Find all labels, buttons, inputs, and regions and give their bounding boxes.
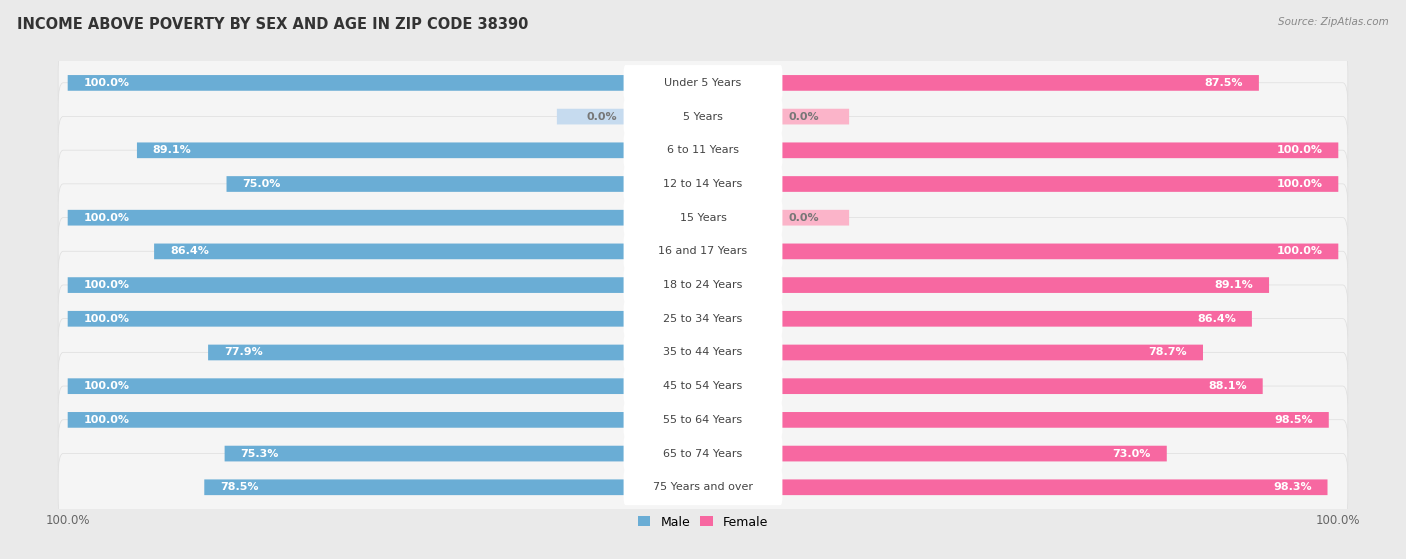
FancyBboxPatch shape	[58, 386, 1348, 454]
FancyBboxPatch shape	[58, 319, 1348, 386]
Text: 55 to 64 Years: 55 to 64 Years	[664, 415, 742, 425]
Text: 89.1%: 89.1%	[153, 145, 191, 155]
FancyBboxPatch shape	[773, 412, 1329, 428]
FancyBboxPatch shape	[58, 217, 1348, 285]
FancyBboxPatch shape	[624, 99, 782, 135]
FancyBboxPatch shape	[58, 184, 1348, 252]
FancyBboxPatch shape	[624, 301, 782, 337]
Text: 77.9%: 77.9%	[224, 348, 263, 358]
Text: 18 to 24 Years: 18 to 24 Years	[664, 280, 742, 290]
FancyBboxPatch shape	[58, 352, 1348, 420]
Text: 86.4%: 86.4%	[1197, 314, 1236, 324]
Text: 12 to 14 Years: 12 to 14 Years	[664, 179, 742, 189]
Text: 100.0%: 100.0%	[83, 280, 129, 290]
Text: 100.0%: 100.0%	[83, 78, 129, 88]
Text: 45 to 54 Years: 45 to 54 Years	[664, 381, 742, 391]
FancyBboxPatch shape	[773, 446, 1167, 461]
Text: 100.0%: 100.0%	[1277, 247, 1323, 257]
FancyBboxPatch shape	[773, 378, 1263, 394]
FancyBboxPatch shape	[58, 116, 1348, 184]
FancyBboxPatch shape	[773, 176, 1339, 192]
Text: 100.0%: 100.0%	[83, 212, 129, 222]
FancyBboxPatch shape	[773, 75, 1258, 91]
FancyBboxPatch shape	[67, 75, 633, 91]
FancyBboxPatch shape	[624, 166, 782, 202]
Text: 98.3%: 98.3%	[1272, 482, 1312, 492]
FancyBboxPatch shape	[58, 453, 1348, 521]
Text: 0.0%: 0.0%	[586, 112, 617, 122]
Text: Source: ZipAtlas.com: Source: ZipAtlas.com	[1278, 17, 1389, 27]
Text: 100.0%: 100.0%	[83, 314, 129, 324]
FancyBboxPatch shape	[773, 109, 849, 125]
FancyBboxPatch shape	[58, 251, 1348, 319]
FancyBboxPatch shape	[773, 480, 1327, 495]
Text: 100.0%: 100.0%	[1277, 179, 1323, 189]
FancyBboxPatch shape	[624, 435, 782, 471]
FancyBboxPatch shape	[624, 470, 782, 505]
FancyBboxPatch shape	[58, 49, 1348, 117]
FancyBboxPatch shape	[67, 311, 633, 326]
FancyBboxPatch shape	[773, 210, 849, 225]
Text: 87.5%: 87.5%	[1205, 78, 1243, 88]
FancyBboxPatch shape	[624, 234, 782, 269]
FancyBboxPatch shape	[773, 244, 1339, 259]
Text: 100.0%: 100.0%	[83, 415, 129, 425]
Legend: Male, Female: Male, Female	[633, 511, 773, 534]
FancyBboxPatch shape	[773, 311, 1251, 326]
FancyBboxPatch shape	[624, 200, 782, 235]
FancyBboxPatch shape	[58, 420, 1348, 487]
Text: 100.0%: 100.0%	[1277, 145, 1323, 155]
Text: INCOME ABOVE POVERTY BY SEX AND AGE IN ZIP CODE 38390: INCOME ABOVE POVERTY BY SEX AND AGE IN Z…	[17, 17, 529, 32]
FancyBboxPatch shape	[225, 446, 633, 461]
FancyBboxPatch shape	[204, 480, 633, 495]
FancyBboxPatch shape	[67, 412, 633, 428]
FancyBboxPatch shape	[773, 345, 1204, 361]
Text: 100.0%: 100.0%	[83, 381, 129, 391]
Text: Under 5 Years: Under 5 Years	[665, 78, 741, 88]
Text: 0.0%: 0.0%	[789, 212, 820, 222]
Text: 35 to 44 Years: 35 to 44 Years	[664, 348, 742, 358]
Text: 73.0%: 73.0%	[1112, 448, 1152, 458]
Text: 98.5%: 98.5%	[1274, 415, 1313, 425]
FancyBboxPatch shape	[67, 210, 633, 225]
Text: 65 to 74 Years: 65 to 74 Years	[664, 448, 742, 458]
FancyBboxPatch shape	[624, 402, 782, 438]
Text: 78.7%: 78.7%	[1149, 348, 1187, 358]
Text: 78.5%: 78.5%	[221, 482, 259, 492]
Text: 15 Years: 15 Years	[679, 212, 727, 222]
FancyBboxPatch shape	[624, 335, 782, 370]
FancyBboxPatch shape	[58, 285, 1348, 353]
FancyBboxPatch shape	[58, 150, 1348, 218]
FancyBboxPatch shape	[624, 132, 782, 168]
Text: 86.4%: 86.4%	[170, 247, 209, 257]
FancyBboxPatch shape	[624, 65, 782, 101]
Text: 5 Years: 5 Years	[683, 112, 723, 122]
FancyBboxPatch shape	[208, 345, 633, 361]
FancyBboxPatch shape	[557, 109, 633, 125]
FancyBboxPatch shape	[67, 277, 633, 293]
FancyBboxPatch shape	[624, 267, 782, 303]
Text: 16 and 17 Years: 16 and 17 Years	[658, 247, 748, 257]
Text: 75.0%: 75.0%	[242, 179, 281, 189]
FancyBboxPatch shape	[773, 277, 1270, 293]
FancyBboxPatch shape	[155, 244, 633, 259]
Text: 88.1%: 88.1%	[1208, 381, 1247, 391]
FancyBboxPatch shape	[58, 83, 1348, 150]
FancyBboxPatch shape	[226, 176, 633, 192]
Text: 6 to 11 Years: 6 to 11 Years	[666, 145, 740, 155]
FancyBboxPatch shape	[773, 143, 1339, 158]
Text: 75 Years and over: 75 Years and over	[652, 482, 754, 492]
FancyBboxPatch shape	[67, 378, 633, 394]
Text: 25 to 34 Years: 25 to 34 Years	[664, 314, 742, 324]
Text: 89.1%: 89.1%	[1215, 280, 1253, 290]
Text: 75.3%: 75.3%	[240, 448, 278, 458]
Text: 0.0%: 0.0%	[789, 112, 820, 122]
FancyBboxPatch shape	[624, 368, 782, 404]
FancyBboxPatch shape	[136, 143, 633, 158]
